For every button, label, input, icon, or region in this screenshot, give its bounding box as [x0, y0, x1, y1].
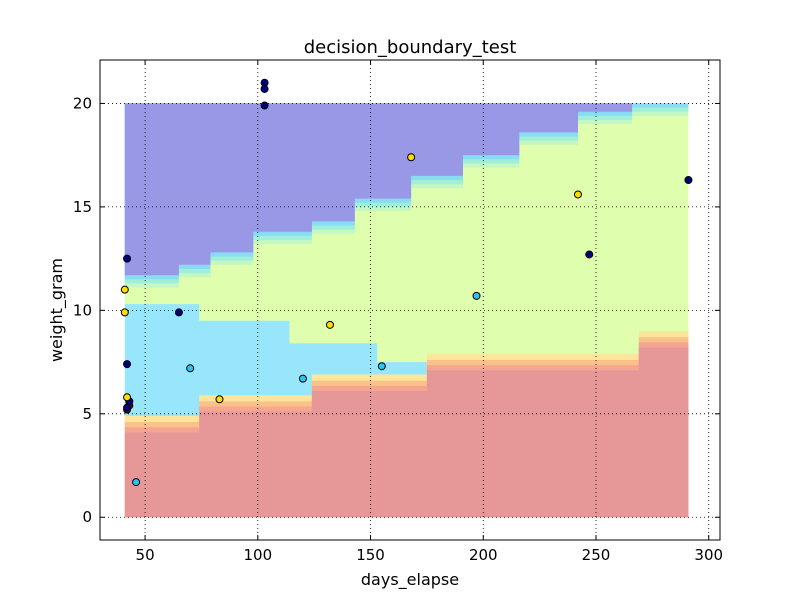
y-tick-label: 20 — [73, 94, 92, 112]
data-point-cyan — [186, 364, 195, 373]
data-point-yellow — [573, 190, 582, 199]
data-point-blue — [260, 101, 269, 110]
y-tick-label: 0 — [82, 508, 92, 526]
data-point-cyan — [472, 291, 481, 300]
data-point-yellow — [325, 320, 334, 329]
axes-frame — [99, 59, 721, 541]
plot-area: 50 100 150 200 250 300 0 5 10 15 20 — [73, 59, 723, 564]
data-point-cyan — [132, 478, 141, 487]
data-point-blue — [174, 308, 183, 317]
region-red — [124, 347, 689, 518]
y-tick-label: 10 — [73, 301, 92, 319]
data-point-yellow — [120, 308, 129, 317]
x-tick-label: 200 — [469, 546, 498, 564]
data-point-blue — [260, 84, 269, 93]
x-tick-label: 50 — [136, 546, 155, 564]
x-tick-label: 300 — [694, 546, 723, 564]
data-point-yellow — [407, 153, 416, 162]
chart-title: decision_boundary_test — [304, 37, 517, 58]
data-point-blue — [684, 176, 693, 184]
data-point-cyan — [298, 374, 307, 383]
data-point-blue — [123, 360, 132, 369]
data-point-yellow — [215, 395, 224, 404]
x-tick-label: 150 — [356, 546, 385, 564]
y-axis-label: weight_gram — [47, 258, 67, 362]
y-tick-label: 15 — [73, 198, 92, 216]
data-point-blue — [123, 254, 132, 263]
data-point-blue — [585, 250, 594, 259]
data-point-yellow — [123, 393, 132, 402]
x-tick-label: 100 — [243, 546, 272, 564]
data-point-yellow — [120, 285, 129, 294]
region-blue — [124, 103, 689, 276]
x-axis-label: days_elapse — [361, 570, 459, 590]
y-tick-label: 5 — [82, 405, 92, 423]
data-point-cyan — [377, 362, 386, 371]
x-tick-label: 250 — [582, 546, 611, 564]
